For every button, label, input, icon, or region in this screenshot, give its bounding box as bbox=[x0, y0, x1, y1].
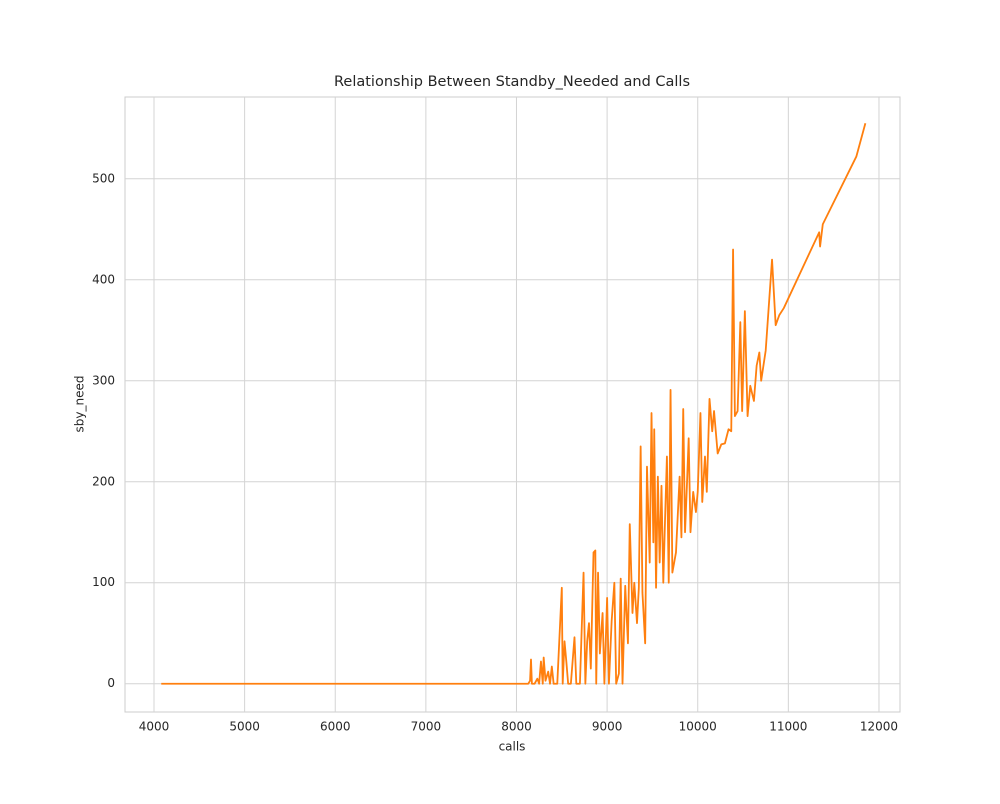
x-tick-label: 7000 bbox=[411, 720, 442, 734]
x-tick-label: 9000 bbox=[592, 720, 623, 734]
x-tick-label: 10000 bbox=[679, 720, 717, 734]
x-tick-label: 5000 bbox=[229, 720, 260, 734]
chart-title: Relationship Between Standby_Needed and … bbox=[334, 74, 690, 90]
data-line bbox=[161, 123, 867, 685]
plot-area bbox=[124, 96, 901, 713]
y-tick-label: 0 bbox=[107, 676, 115, 690]
x-tick-label: 8000 bbox=[501, 720, 532, 734]
y-tick-label: 400 bbox=[92, 272, 115, 286]
y-tick-label: 500 bbox=[92, 171, 115, 185]
y-tick-label: 100 bbox=[92, 575, 115, 589]
x-tick-label: 6000 bbox=[320, 720, 351, 734]
x-tick-label: 12000 bbox=[860, 720, 898, 734]
x-axis-label: calls bbox=[499, 740, 526, 754]
y-axis-label: sby_need bbox=[73, 376, 87, 433]
y-tick-label: 300 bbox=[92, 373, 115, 387]
x-tick-label: 4000 bbox=[139, 720, 170, 734]
y-tick-label: 200 bbox=[92, 474, 115, 488]
x-tick-label: 11000 bbox=[769, 720, 807, 734]
